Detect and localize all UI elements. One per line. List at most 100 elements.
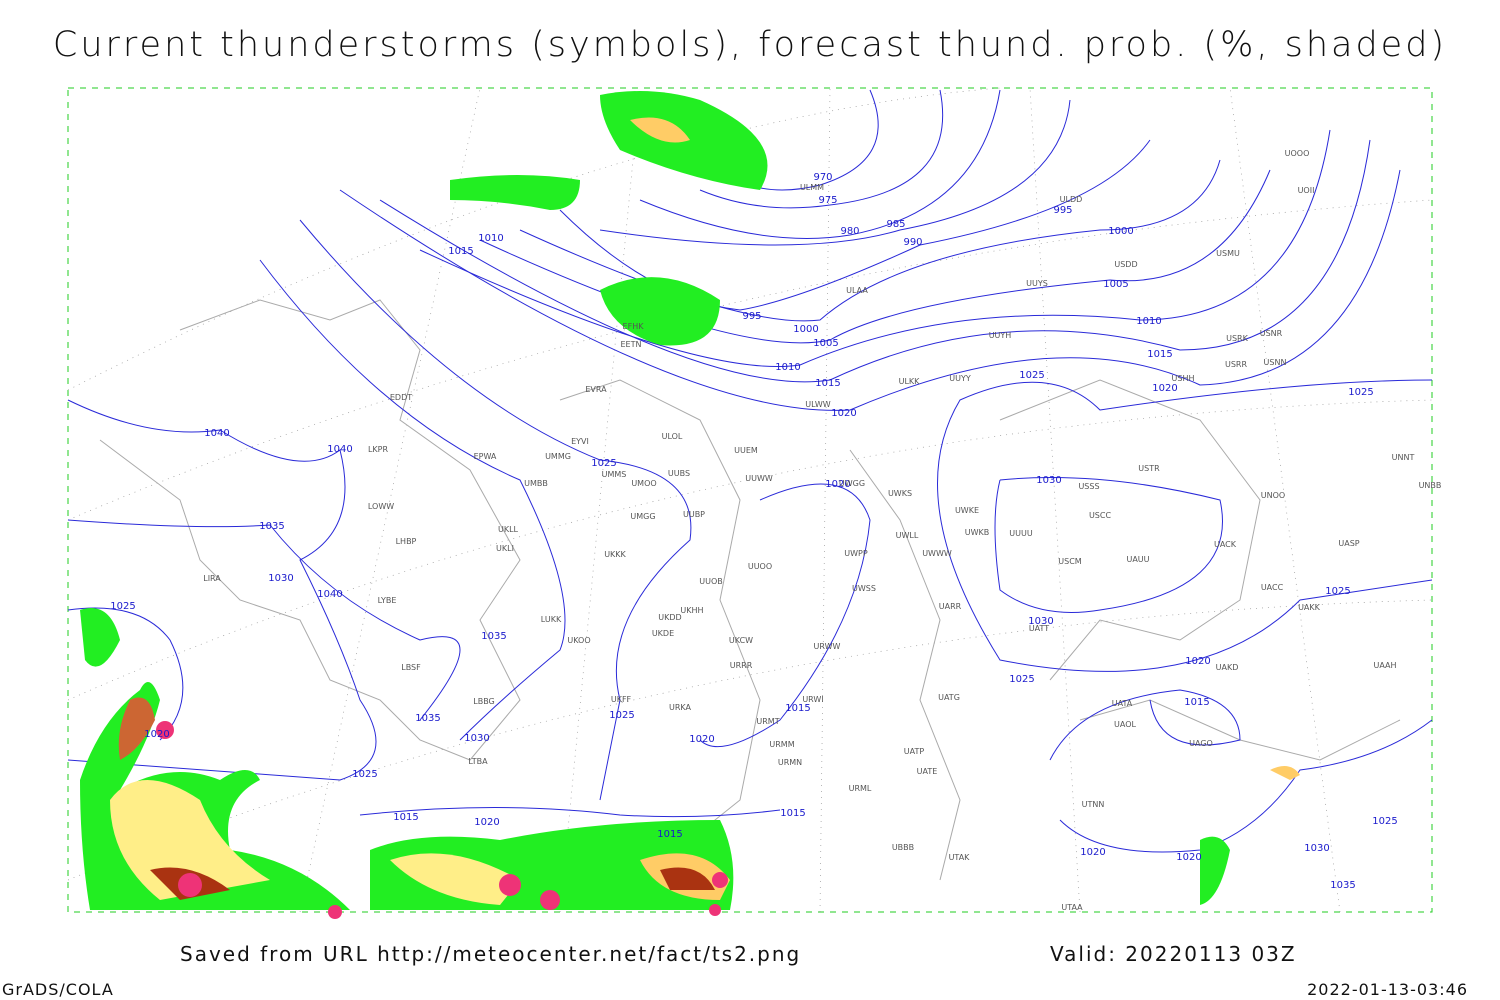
station-code: LBSF: [401, 663, 421, 672]
station-code: ULKK: [899, 377, 921, 386]
station-code: UAOL: [1114, 720, 1136, 729]
station-code: UATT: [1029, 624, 1049, 633]
isobar-label: 1020: [831, 408, 856, 419]
station-code: URWI: [802, 695, 823, 704]
station-code: UMBB: [524, 479, 548, 488]
station-code: EVRA: [585, 385, 607, 394]
isobar-label: 1020: [474, 817, 499, 828]
station-code: UOII: [1298, 186, 1315, 195]
station-code: UNOO: [1261, 491, 1285, 500]
isobar-label: 1030: [1028, 616, 1053, 627]
map-labels: 970 975 980 985 990 995 1000 1005 1010 1015 1020 10…: [110, 149, 1441, 912]
map-frame: [67, 87, 1433, 913]
isobar-label: 1015: [815, 378, 840, 389]
station-code: EYVI: [571, 437, 589, 446]
source-url: Saved from URL http://meteocenter.net/fa…: [180, 942, 801, 966]
isobar-label: 1030: [268, 573, 293, 584]
station-code: LIRA: [203, 574, 221, 583]
station-code: UUWW: [745, 474, 773, 483]
station-code: UATP: [904, 747, 925, 756]
station-code: URMM: [769, 740, 794, 749]
station-code: ULMM: [800, 183, 824, 192]
isobar-label: 1025: [1009, 674, 1034, 685]
isobar-label: 1035: [481, 631, 506, 642]
isobar-label: 1025: [1325, 586, 1350, 597]
station-code: EDDT: [390, 393, 412, 402]
station-code: URML: [849, 784, 872, 793]
station-code: LBBG: [473, 697, 495, 706]
isobar-label: 1020: [1176, 852, 1201, 863]
isobar-label: 1040: [204, 428, 229, 439]
station-code: LTBA: [468, 757, 488, 766]
isobar-label: 1025: [110, 601, 135, 612]
station-code: UACK: [1214, 540, 1237, 549]
isobar-label: 1025: [1019, 370, 1044, 381]
station-code: ULDD: [1060, 195, 1083, 204]
station-code: UKHH: [680, 606, 703, 615]
station-code: UUYS: [1026, 279, 1048, 288]
isobar-label: 1030: [1036, 475, 1061, 486]
station-code: UATA: [1112, 699, 1133, 708]
timestamp: 2022-01-13-03:46: [1307, 980, 1468, 999]
isobar-label: 980: [840, 226, 859, 237]
station-code: USTR: [1138, 464, 1160, 473]
isobar-label: 1040: [317, 589, 342, 600]
station-code: UKKK: [604, 550, 626, 559]
isobar-label: 995: [1053, 205, 1072, 216]
station-code: URWW: [814, 642, 841, 651]
station-code: UATE: [917, 767, 938, 776]
isobar-label: 1035: [1330, 880, 1355, 891]
isobar-label: 985: [886, 219, 905, 230]
station-code: LHBP: [396, 537, 417, 546]
isobar-label: 975: [818, 195, 837, 206]
software: GrADS/COLA: [2, 980, 114, 999]
station-code: UKLL: [498, 525, 519, 534]
station-code: UWSS: [852, 584, 876, 593]
station-code: UTAA: [1061, 903, 1083, 912]
isobar-label: 1015: [785, 703, 810, 714]
station-code: USSS: [1078, 482, 1099, 491]
station-code: UUOB: [699, 577, 723, 586]
station-code: UMGG: [630, 512, 655, 521]
station-code: UUBP: [683, 510, 705, 519]
isobar-label: 1010: [775, 362, 800, 373]
station-code: UATG: [938, 693, 960, 702]
isobar-label: 1015: [1147, 349, 1172, 360]
station-code: UAKD: [1216, 663, 1239, 672]
isobar-label: 1020: [1152, 383, 1177, 394]
isobar-label: 1025: [1348, 387, 1373, 398]
station-code: ULWW: [805, 400, 830, 409]
title: Current thunderstorms (symbols), forecas…: [53, 25, 1447, 65]
station-code: UMMS: [602, 470, 627, 479]
station-code: UUYH: [989, 331, 1012, 340]
station-code: UAGO: [1189, 739, 1213, 748]
station-code: UWKE: [955, 506, 979, 515]
isobar-label: 1010: [478, 233, 503, 244]
isobar-label: 1010: [1136, 316, 1161, 327]
station-code: UMMG: [545, 452, 571, 461]
station-code: URMT: [756, 717, 779, 726]
isobar-label: 1035: [415, 713, 440, 724]
station-code: UUYY: [949, 374, 971, 383]
station-code: UKDD: [658, 613, 681, 622]
station-code: UAKK: [1298, 603, 1321, 612]
station-code: EPWA: [474, 452, 497, 461]
station-code: USNR: [1260, 329, 1283, 338]
station-code: UKLI: [496, 544, 514, 553]
thunderstorm-symbols: [156, 721, 728, 919]
isobar-label: 1020: [689, 734, 714, 745]
isobar-label: 1015: [657, 829, 682, 840]
station-code: USNN: [1264, 358, 1287, 367]
isobar-label: 995: [742, 311, 761, 322]
isobar-label: 1015: [393, 812, 418, 823]
station-code: LOWW: [368, 502, 394, 511]
station-code: UNBB: [1419, 481, 1442, 490]
isobars: [67, 89, 1433, 853]
station-code: UWGG: [839, 479, 865, 488]
station-code: UOOO: [1285, 149, 1310, 158]
isobar-label: 1025: [1372, 816, 1397, 827]
isobar-label: 1035: [259, 521, 284, 532]
station-code: UTNN: [1082, 800, 1105, 809]
isobar-label: 1020: [144, 729, 169, 740]
